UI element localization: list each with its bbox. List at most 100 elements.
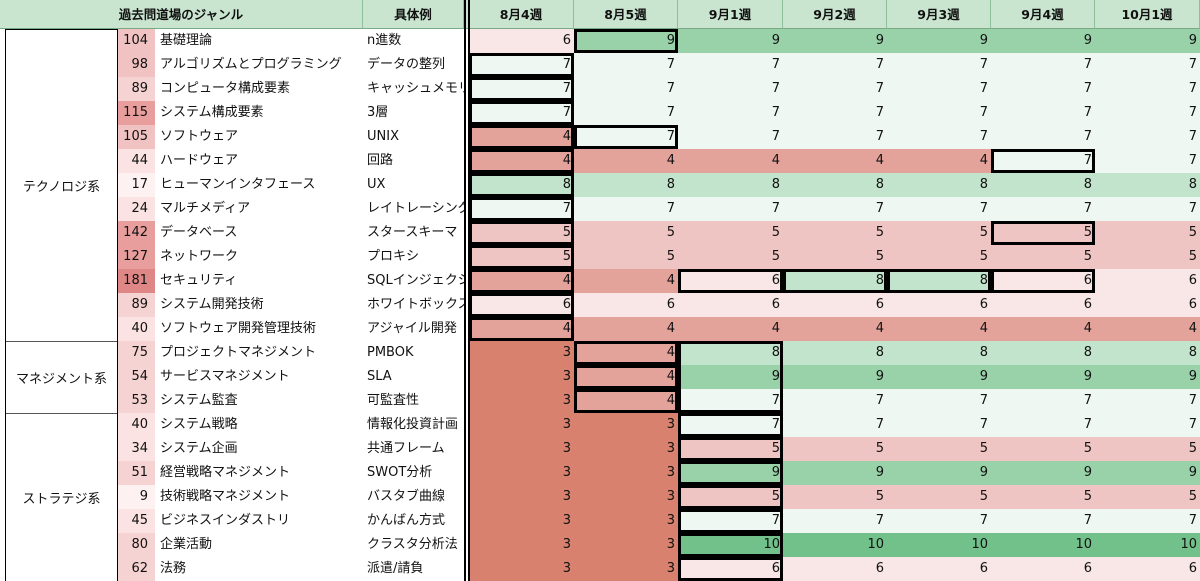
score-cell[interactable]: 3: [574, 413, 678, 437]
score-cell[interactable]: 6: [991, 557, 1095, 581]
problem-count-cell[interactable]: 75: [118, 341, 155, 365]
score-cell[interactable]: 4: [783, 149, 887, 173]
problem-count-cell[interactable]: 127: [118, 245, 155, 269]
score-cell[interactable]: 7: [991, 53, 1095, 77]
genre-name-cell[interactable]: ソフトウェア: [160, 129, 239, 144]
score-cell[interactable]: 9: [991, 365, 1095, 389]
example-cell[interactable]: 派遣/請負: [367, 561, 424, 576]
score-cell[interactable]: 4: [783, 317, 887, 341]
score-cell[interactable]: 7: [1095, 101, 1200, 125]
problem-count-cell[interactable]: 142: [118, 221, 155, 245]
problem-count-cell[interactable]: 40: [118, 413, 155, 437]
example-cell[interactable]: 情報化投資計画: [367, 417, 459, 432]
score-cell[interactable]: 7: [783, 101, 887, 125]
score-cell[interactable]: 6: [678, 269, 783, 293]
score-cell[interactable]: 7: [574, 197, 678, 221]
score-cell[interactable]: 9: [1095, 461, 1200, 485]
score-cell[interactable]: 6: [678, 293, 783, 317]
problem-count-cell[interactable]: 115: [118, 101, 155, 125]
example-cell[interactable]: データの整列: [367, 57, 446, 72]
problem-count-cell[interactable]: 44: [118, 149, 155, 173]
example-cell[interactable]: レイトレーシング: [367, 201, 464, 216]
score-cell[interactable]: 3: [574, 533, 678, 557]
score-cell[interactable]: 4: [1095, 317, 1200, 341]
problem-count-cell[interactable]: 53: [118, 389, 155, 413]
score-cell[interactable]: 6: [1095, 293, 1200, 317]
score-cell[interactable]: 6: [1095, 557, 1200, 581]
score-cell[interactable]: 5: [783, 437, 887, 461]
score-cell[interactable]: 9: [783, 461, 887, 485]
score-cell[interactable]: 7: [991, 125, 1095, 149]
genre-name-cell[interactable]: ソフトウェア開発管理技術: [160, 321, 317, 336]
score-cell[interactable]: 7: [678, 197, 783, 221]
problem-count-cell[interactable]: 104: [118, 29, 155, 53]
score-cell[interactable]: 4: [574, 149, 678, 173]
example-cell[interactable]: UX: [367, 177, 386, 192]
score-cell[interactable]: 9: [887, 461, 991, 485]
score-cell[interactable]: 7: [991, 77, 1095, 101]
score-cell[interactable]: 3: [469, 389, 574, 413]
score-cell[interactable]: 3: [469, 413, 574, 437]
problem-count-cell[interactable]: 17: [118, 173, 155, 197]
example-cell[interactable]: SLA: [367, 369, 392, 384]
score-cell[interactable]: 3: [469, 557, 574, 581]
score-cell[interactable]: 7: [1095, 389, 1200, 413]
problem-count-cell[interactable]: 9: [118, 485, 155, 509]
problem-count-cell[interactable]: 54: [118, 365, 155, 389]
score-cell[interactable]: 5: [887, 245, 991, 269]
example-cell[interactable]: 共通フレーム: [367, 441, 445, 456]
score-cell[interactable]: 8: [887, 173, 991, 197]
score-cell[interactable]: 6: [469, 29, 574, 53]
score-cell[interactable]: 4: [574, 389, 678, 413]
score-cell[interactable]: 7: [1095, 509, 1200, 533]
score-cell[interactable]: 7: [678, 125, 783, 149]
genre-name-cell[interactable]: ビジネスインダストリ: [160, 513, 291, 528]
score-cell[interactable]: 3: [469, 437, 574, 461]
score-cell[interactable]: 6: [887, 557, 991, 581]
example-cell[interactable]: かんばん方式: [367, 513, 446, 528]
score-cell[interactable]: 8: [991, 341, 1095, 365]
score-cell[interactable]: 5: [783, 245, 887, 269]
score-cell[interactable]: 9: [574, 29, 678, 53]
score-cell[interactable]: 6: [991, 269, 1095, 293]
genre-name-cell[interactable]: 法務: [160, 561, 187, 576]
example-cell[interactable]: キャッシュメモリ: [367, 81, 464, 96]
score-cell[interactable]: 9: [678, 29, 783, 53]
problem-count-cell[interactable]: 89: [118, 293, 155, 317]
example-header[interactable]: 具体例: [363, 0, 464, 29]
score-cell[interactable]: 4: [887, 149, 991, 173]
score-cell[interactable]: 4: [469, 317, 574, 341]
score-cell[interactable]: 3: [469, 485, 574, 509]
genre-name-cell[interactable]: ハードウェア: [160, 153, 239, 168]
score-cell[interactable]: 3: [574, 437, 678, 461]
problem-count-cell[interactable]: 24: [118, 197, 155, 221]
problem-count-cell[interactable]: 98: [118, 53, 155, 77]
score-cell[interactable]: 5: [574, 245, 678, 269]
genre-name-cell[interactable]: 基礎理論: [160, 33, 213, 48]
score-cell[interactable]: 7: [991, 413, 1095, 437]
genre-name-cell[interactable]: システム監査: [160, 393, 238, 408]
genre-name-cell[interactable]: アルゴリズムとプログラミング: [160, 57, 342, 72]
genre-name-cell[interactable]: コンピュータ構成要素: [160, 81, 291, 96]
score-cell[interactable]: 7: [574, 53, 678, 77]
category-cell[interactable]: マネジメント系: [5, 341, 118, 413]
example-cell[interactable]: アジャイル開発: [367, 321, 457, 336]
score-cell[interactable]: 4: [469, 269, 574, 293]
score-cell[interactable]: 7: [991, 197, 1095, 221]
score-cell[interactable]: 4: [678, 149, 783, 173]
score-cell[interactable]: 6: [991, 293, 1095, 317]
week-header[interactable]: 10月1週: [1095, 0, 1200, 29]
score-cell[interactable]: 7: [887, 77, 991, 101]
score-cell[interactable]: 8: [783, 341, 887, 365]
score-cell[interactable]: 9: [783, 29, 887, 53]
example-cell[interactable]: スタースキーマ: [367, 225, 458, 240]
week-header[interactable]: 8月5週: [574, 0, 678, 29]
example-cell[interactable]: ホワイトボックス: [367, 297, 464, 312]
problem-count-cell[interactable]: 105: [118, 125, 155, 149]
score-cell[interactable]: 5: [887, 485, 991, 509]
score-cell[interactable]: 7: [783, 53, 887, 77]
genre-name-cell[interactable]: システム開発技術: [160, 297, 264, 312]
score-cell[interactable]: 8: [887, 341, 991, 365]
score-cell[interactable]: 7: [887, 125, 991, 149]
score-cell[interactable]: 3: [574, 557, 678, 581]
